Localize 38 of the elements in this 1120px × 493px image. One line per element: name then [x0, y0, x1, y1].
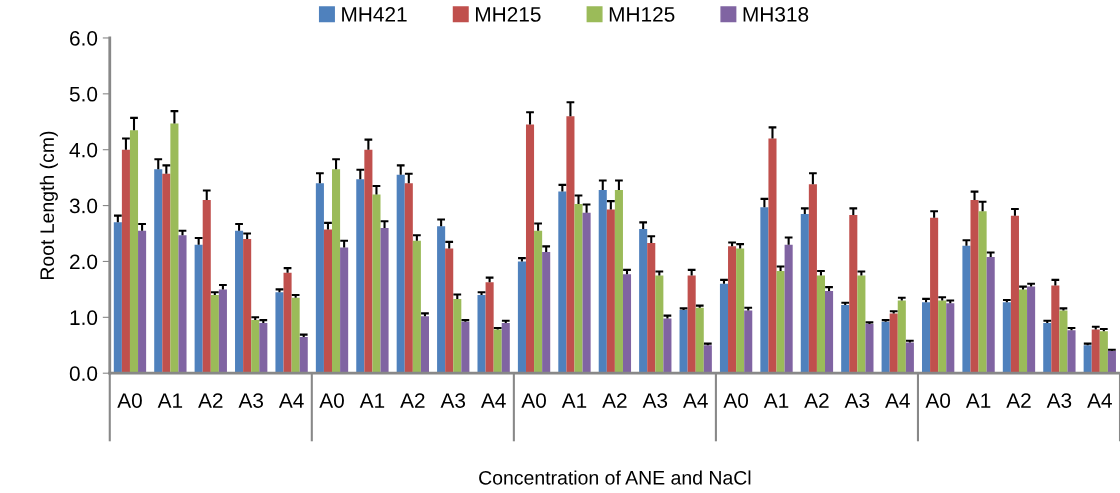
x-tick-label: A3	[844, 393, 870, 408]
x-tick-label: A0	[319, 393, 344, 408]
y-tick-label: 6.0	[70, 30, 98, 46]
x-tick-label: A4	[278, 393, 304, 408]
y-tick-label: 3.0	[69, 198, 98, 214]
x-tick-label: A1	[965, 393, 991, 408]
x-tick-label: A1	[561, 393, 587, 408]
y-tick-label: 1.0	[70, 310, 98, 326]
x-axis-title: Concentration of ANE and NaCl	[479, 470, 751, 485]
y-tick-label: 0.0	[69, 366, 98, 381]
x-tick-label: A0	[925, 393, 951, 408]
x-tick-label: A2	[400, 393, 425, 408]
x-tick-label: A1	[157, 393, 183, 408]
x-tick-label: A4	[885, 393, 910, 408]
x-tick-label: A4	[1087, 393, 1112, 408]
y-tick-label: 2.0	[70, 254, 98, 270]
legend-label: MH318	[743, 7, 809, 22]
x-tick-label: A3	[642, 393, 668, 408]
x-tick-label: A2	[198, 393, 223, 408]
x-tick-label: A4	[683, 393, 708, 408]
x-tick-label: A3	[440, 393, 466, 408]
x-tick-label: A1	[359, 393, 385, 408]
y-axis-title: Root Length (cm)	[39, 131, 58, 280]
x-tick-label: A0	[723, 393, 749, 408]
legend-label: MH215	[476, 7, 541, 22]
x-tick-label: A0	[521, 393, 546, 408]
x-tick-label: A0	[117, 393, 142, 408]
x-tick-label: A4	[480, 393, 506, 408]
y-tick-label: 4.0	[69, 142, 98, 158]
legend-label: MH125	[609, 7, 675, 22]
y-tick-label: 5.0	[69, 86, 98, 102]
x-tick-label: A1	[763, 393, 789, 408]
x-tick-label: A3	[1046, 393, 1072, 408]
x-tick-label: A2	[1006, 393, 1031, 408]
x-tick-label: A3	[238, 393, 264, 408]
x-tick-label: A2	[602, 393, 627, 408]
x-tick-label: A2	[804, 393, 829, 408]
legend-label: MH421	[342, 7, 407, 22]
